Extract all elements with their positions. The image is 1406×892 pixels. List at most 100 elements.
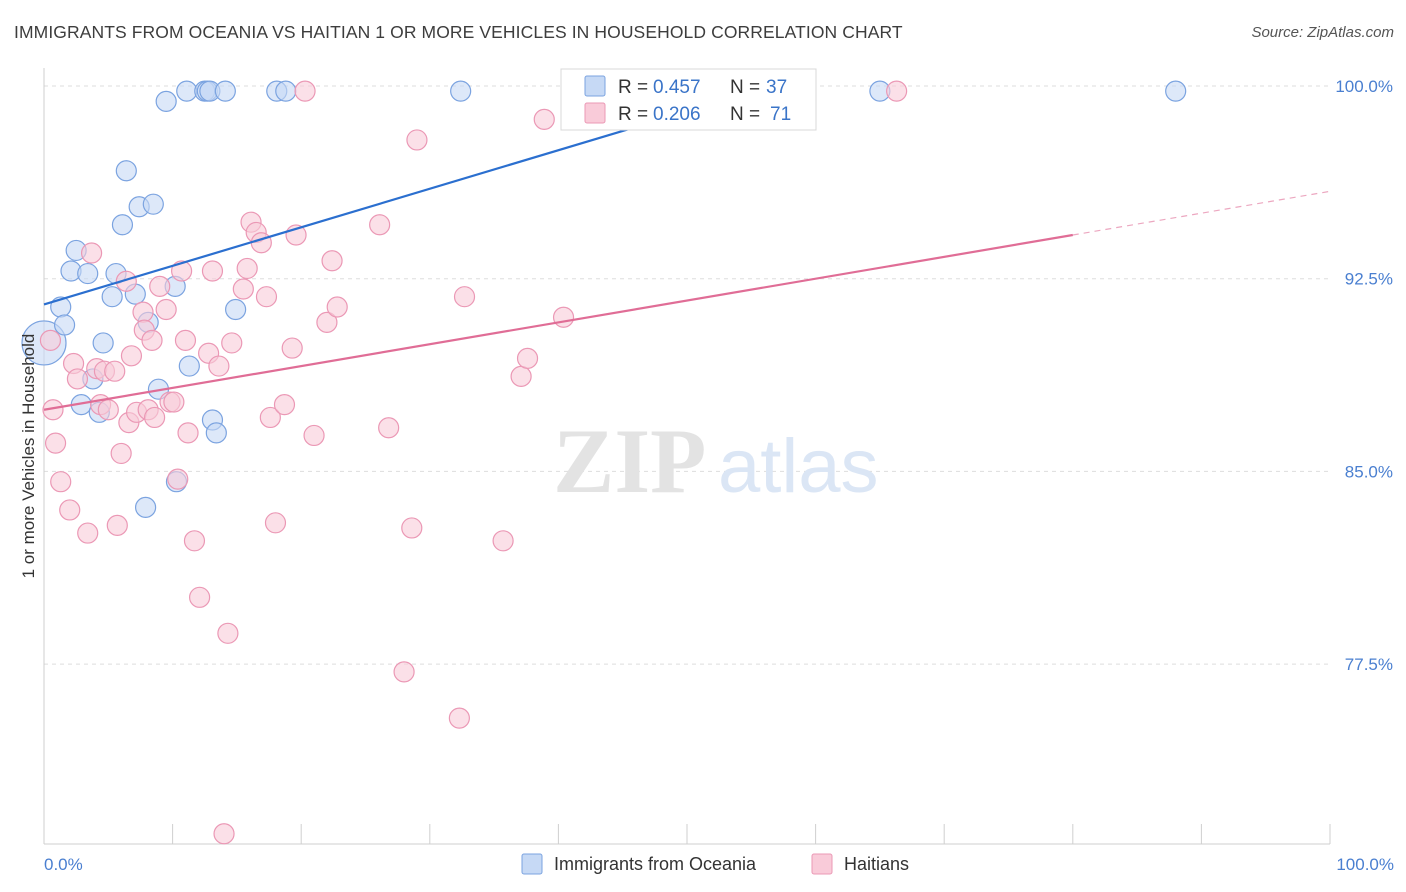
y-tick-label: 85.0%	[1345, 462, 1393, 481]
haitian-point	[171, 260, 193, 282]
haitian-point	[232, 278, 254, 300]
haitian-point	[250, 232, 272, 254]
oceania-point	[214, 80, 236, 102]
legend-n-value-oceania: 37	[766, 77, 787, 98]
watermark-zip: ZIP	[553, 410, 706, 512]
x-tick-label-right: 100.0%	[1336, 855, 1394, 874]
haitian-point	[393, 661, 415, 683]
legend-r-value-haitian: 0.206	[653, 104, 701, 125]
haitian-point	[217, 622, 239, 644]
haitian-point	[155, 298, 177, 321]
haitian-point	[326, 296, 348, 318]
oceania-point	[142, 193, 164, 215]
legend-n-value-haitian: 71	[770, 104, 791, 125]
trend-layer	[43, 84, 1331, 411]
top-legend: R = 0.457 N = 37 R = 0.206 N = 71	[560, 68, 817, 131]
legend-r-label-haitian: R =	[618, 104, 648, 125]
haitian-point	[189, 586, 211, 608]
oceania-point	[53, 314, 76, 336]
haitian-point	[115, 270, 137, 292]
y-tick-label: 100.0%	[1335, 77, 1393, 96]
y-tick-label: 92.5%	[1345, 270, 1393, 289]
haitian-point	[167, 468, 189, 490]
haitian-point	[516, 347, 539, 369]
haitian-point	[510, 365, 532, 387]
haitian-point	[50, 471, 72, 493]
haitian-point	[77, 522, 99, 544]
haitian-point	[303, 424, 325, 447]
bottom-legend-swatch-oceania	[521, 853, 543, 875]
haitian-point	[163, 391, 185, 413]
haitian-point	[273, 394, 296, 416]
haitian-point	[110, 442, 132, 465]
watermark: ZIP atlas	[553, 410, 879, 512]
haitian-point	[406, 129, 428, 151]
grid-layer	[44, 85, 1330, 665]
haitian-point	[321, 250, 343, 272]
y-tick-label: 77.5%	[1345, 655, 1393, 674]
haitian-point	[316, 311, 338, 333]
haitian-point	[281, 337, 303, 359]
legend-swatch-oceania	[584, 75, 606, 97]
haitian-point	[141, 329, 163, 351]
haitian-point	[221, 332, 243, 354]
oceania-point	[1165, 80, 1187, 102]
oceania-point	[450, 80, 472, 102]
haitian-point	[552, 306, 575, 328]
haitian-trend-extension	[1072, 190, 1331, 236]
haitian-trend-line	[43, 233, 1073, 411]
bottom-legend-label-oceania: Immigrants from Oceania	[554, 854, 757, 874]
haitian-point	[149, 275, 171, 298]
haitian-point	[533, 108, 555, 130]
haitian-point	[369, 214, 391, 236]
haitian-point	[208, 355, 230, 377]
haitian-point	[886, 80, 908, 102]
haitian-point	[42, 399, 64, 421]
haitian-point	[255, 286, 278, 308]
haitian-point	[259, 406, 281, 429]
oceania-point	[225, 298, 247, 321]
haitian-point	[294, 80, 316, 102]
bottom-legend: Immigrants from Oceania Haitians	[521, 853, 909, 875]
chart-title: IMMIGRANTS FROM OCEANIA VS HAITIAN 1 OR …	[14, 22, 903, 42]
chart-source: Source: ZipAtlas.com	[1251, 24, 1394, 41]
oceania-point	[101, 286, 123, 308]
haitian-point	[448, 707, 470, 729]
haitian-point	[264, 512, 287, 534]
haitian-point	[120, 345, 143, 367]
haitian-point	[183, 530, 206, 552]
legend-n-label-oceania: N =	[730, 77, 760, 98]
legend-r-value-oceania: 0.457	[653, 77, 701, 98]
haitian-point	[143, 406, 166, 429]
haitian-point	[132, 301, 154, 323]
haitian-point	[80, 242, 103, 264]
haitian-point	[213, 823, 235, 845]
oceania-point	[111, 214, 134, 236]
haitian-point	[106, 514, 128, 536]
haitian-point	[401, 517, 423, 539]
haitian-point	[39, 329, 62, 351]
haitian-point	[236, 257, 258, 280]
oceania-point	[275, 80, 297, 102]
haitian-point	[378, 417, 400, 439]
haitian-point	[177, 422, 199, 444]
axes-layer: 100.0% 92.5% 85.0% 77.5%	[43, 68, 1393, 845]
x-tick-label-left: 0.0%	[44, 855, 83, 874]
haitian-point	[59, 499, 81, 521]
y-axis-label: 1 or more Vehicles in Household	[19, 334, 38, 579]
haitian-point	[492, 530, 514, 552]
watermark-atlas: atlas	[718, 424, 879, 509]
oceania-point	[176, 80, 198, 102]
haitian-point	[97, 399, 119, 421]
bottom-legend-label-haitian: Haitians	[844, 854, 909, 874]
points-layer	[21, 80, 1187, 845]
haitian-point	[201, 260, 224, 282]
oceania-point	[178, 355, 200, 377]
legend-r-label-oceania: R =	[618, 77, 648, 98]
oceania-point	[134, 496, 157, 518]
haitian-point	[66, 368, 89, 390]
oceania-point	[155, 90, 177, 113]
legend-swatch-haitian	[584, 102, 606, 124]
oceania-point	[92, 332, 114, 354]
